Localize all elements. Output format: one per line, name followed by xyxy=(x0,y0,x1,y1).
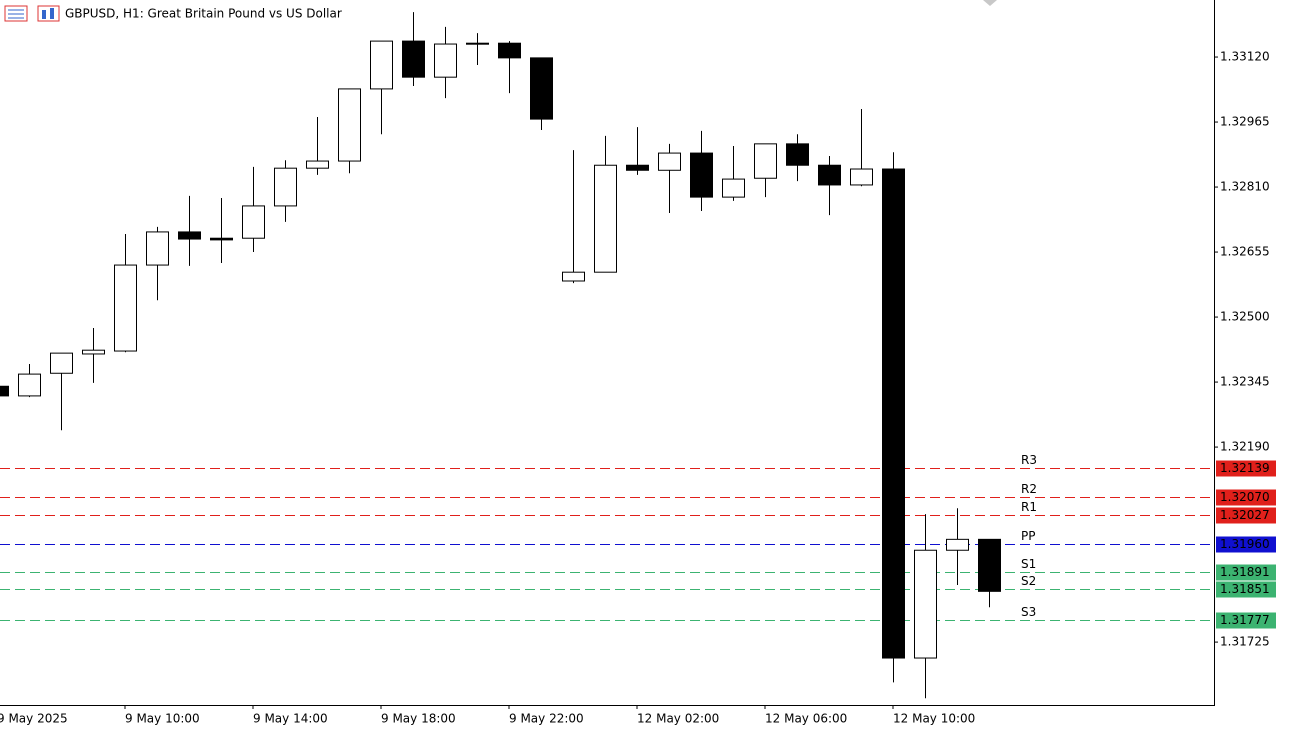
candle-body xyxy=(82,349,105,355)
candle-body xyxy=(818,164,841,186)
x-tick-label: 9 May 10:00 xyxy=(125,712,200,726)
y-tick-label: 1.32965 xyxy=(1220,115,1270,129)
x-tick-label: 12 May 06:00 xyxy=(765,712,847,726)
candle-body xyxy=(658,152,681,171)
pivot-name: PP xyxy=(1021,529,1035,543)
pivot-price-box xyxy=(1216,581,1276,598)
candle-body xyxy=(626,164,649,171)
pivot-price-label: 1.31851 xyxy=(1220,582,1270,596)
icon-frame xyxy=(37,5,60,22)
chart-icon[interactable] xyxy=(37,5,60,22)
menu-icon[interactable] xyxy=(4,5,28,22)
candle-body xyxy=(338,88,361,162)
candle-body xyxy=(0,385,9,397)
pivot-name: R3 xyxy=(1021,453,1037,467)
candle-body xyxy=(978,538,1001,592)
candle-body xyxy=(786,143,809,166)
pivot-price-box xyxy=(1216,460,1276,477)
scroll-marker[interactable] xyxy=(983,0,997,6)
candle-body xyxy=(850,168,873,186)
pivot-price-box xyxy=(1216,564,1276,581)
y-tick-label: 1.31725 xyxy=(1220,635,1270,649)
candle-body xyxy=(18,373,41,397)
candle-body xyxy=(114,264,137,352)
candle-body xyxy=(210,237,233,241)
pivot-name: S3 xyxy=(1021,605,1036,619)
candle-body xyxy=(594,164,617,273)
candle-body xyxy=(722,178,745,198)
candle-body xyxy=(370,40,393,90)
pivot-price-box xyxy=(1216,507,1276,524)
pivot-price-label: 1.32070 xyxy=(1220,490,1270,504)
pivot-price-label: 1.32027 xyxy=(1220,508,1270,522)
candle-body xyxy=(530,57,553,120)
x-tick-label: 9 May 22:00 xyxy=(509,712,584,726)
y-tick-label: 1.33120 xyxy=(1220,50,1270,64)
x-tick-label: 9 May 18:00 xyxy=(381,712,456,726)
pivot-price-box xyxy=(1216,612,1276,629)
icon-bar xyxy=(50,8,54,19)
pivot-price-box xyxy=(1216,489,1276,506)
candle-body xyxy=(50,352,73,374)
chart-title: GBPUSD, H1: Great Britain Pound vs US Do… xyxy=(65,7,342,21)
candle-body xyxy=(306,160,329,169)
x-tick-label: 9 May 2025 xyxy=(0,712,68,726)
candle-body xyxy=(882,168,905,659)
pivot-price-label: 1.31891 xyxy=(1220,565,1270,579)
icon-bar xyxy=(42,10,46,19)
pivot-price-label: 1.32139 xyxy=(1220,461,1270,475)
pivot-price-label: 1.31777 xyxy=(1220,613,1270,627)
pivot-price-label: 1.31960 xyxy=(1220,537,1270,551)
candle-body xyxy=(242,205,265,239)
pivot-name: S2 xyxy=(1021,574,1036,588)
pivot-name: S1 xyxy=(1021,557,1036,571)
y-tick-label: 1.32500 xyxy=(1220,310,1270,324)
y-tick-label: 1.32190 xyxy=(1220,440,1270,454)
candle-body xyxy=(690,152,713,198)
x-tick-label: 12 May 02:00 xyxy=(637,712,719,726)
candle-body xyxy=(754,143,777,179)
y-tick-label: 1.32655 xyxy=(1220,245,1270,259)
pivot-name: R2 xyxy=(1021,482,1037,496)
candle-body xyxy=(146,231,169,266)
candle-body xyxy=(498,42,521,59)
candle-body xyxy=(466,42,489,45)
plot-area xyxy=(0,12,1214,699)
y-tick-label: 1.32810 xyxy=(1220,180,1270,194)
candle-body xyxy=(946,538,969,551)
x-tick-label: 12 May 10:00 xyxy=(893,712,975,726)
y-tick-label: 1.32345 xyxy=(1220,375,1270,389)
x-tick-label: 9 May 14:00 xyxy=(253,712,328,726)
pivot-price-box xyxy=(1216,536,1276,553)
candle-body xyxy=(274,167,297,207)
candle-body xyxy=(562,271,585,282)
pivot-name: R1 xyxy=(1021,500,1037,514)
candle-body xyxy=(402,40,425,78)
candle-body xyxy=(178,231,201,240)
candle-body xyxy=(914,549,937,659)
candle-body xyxy=(434,43,457,78)
